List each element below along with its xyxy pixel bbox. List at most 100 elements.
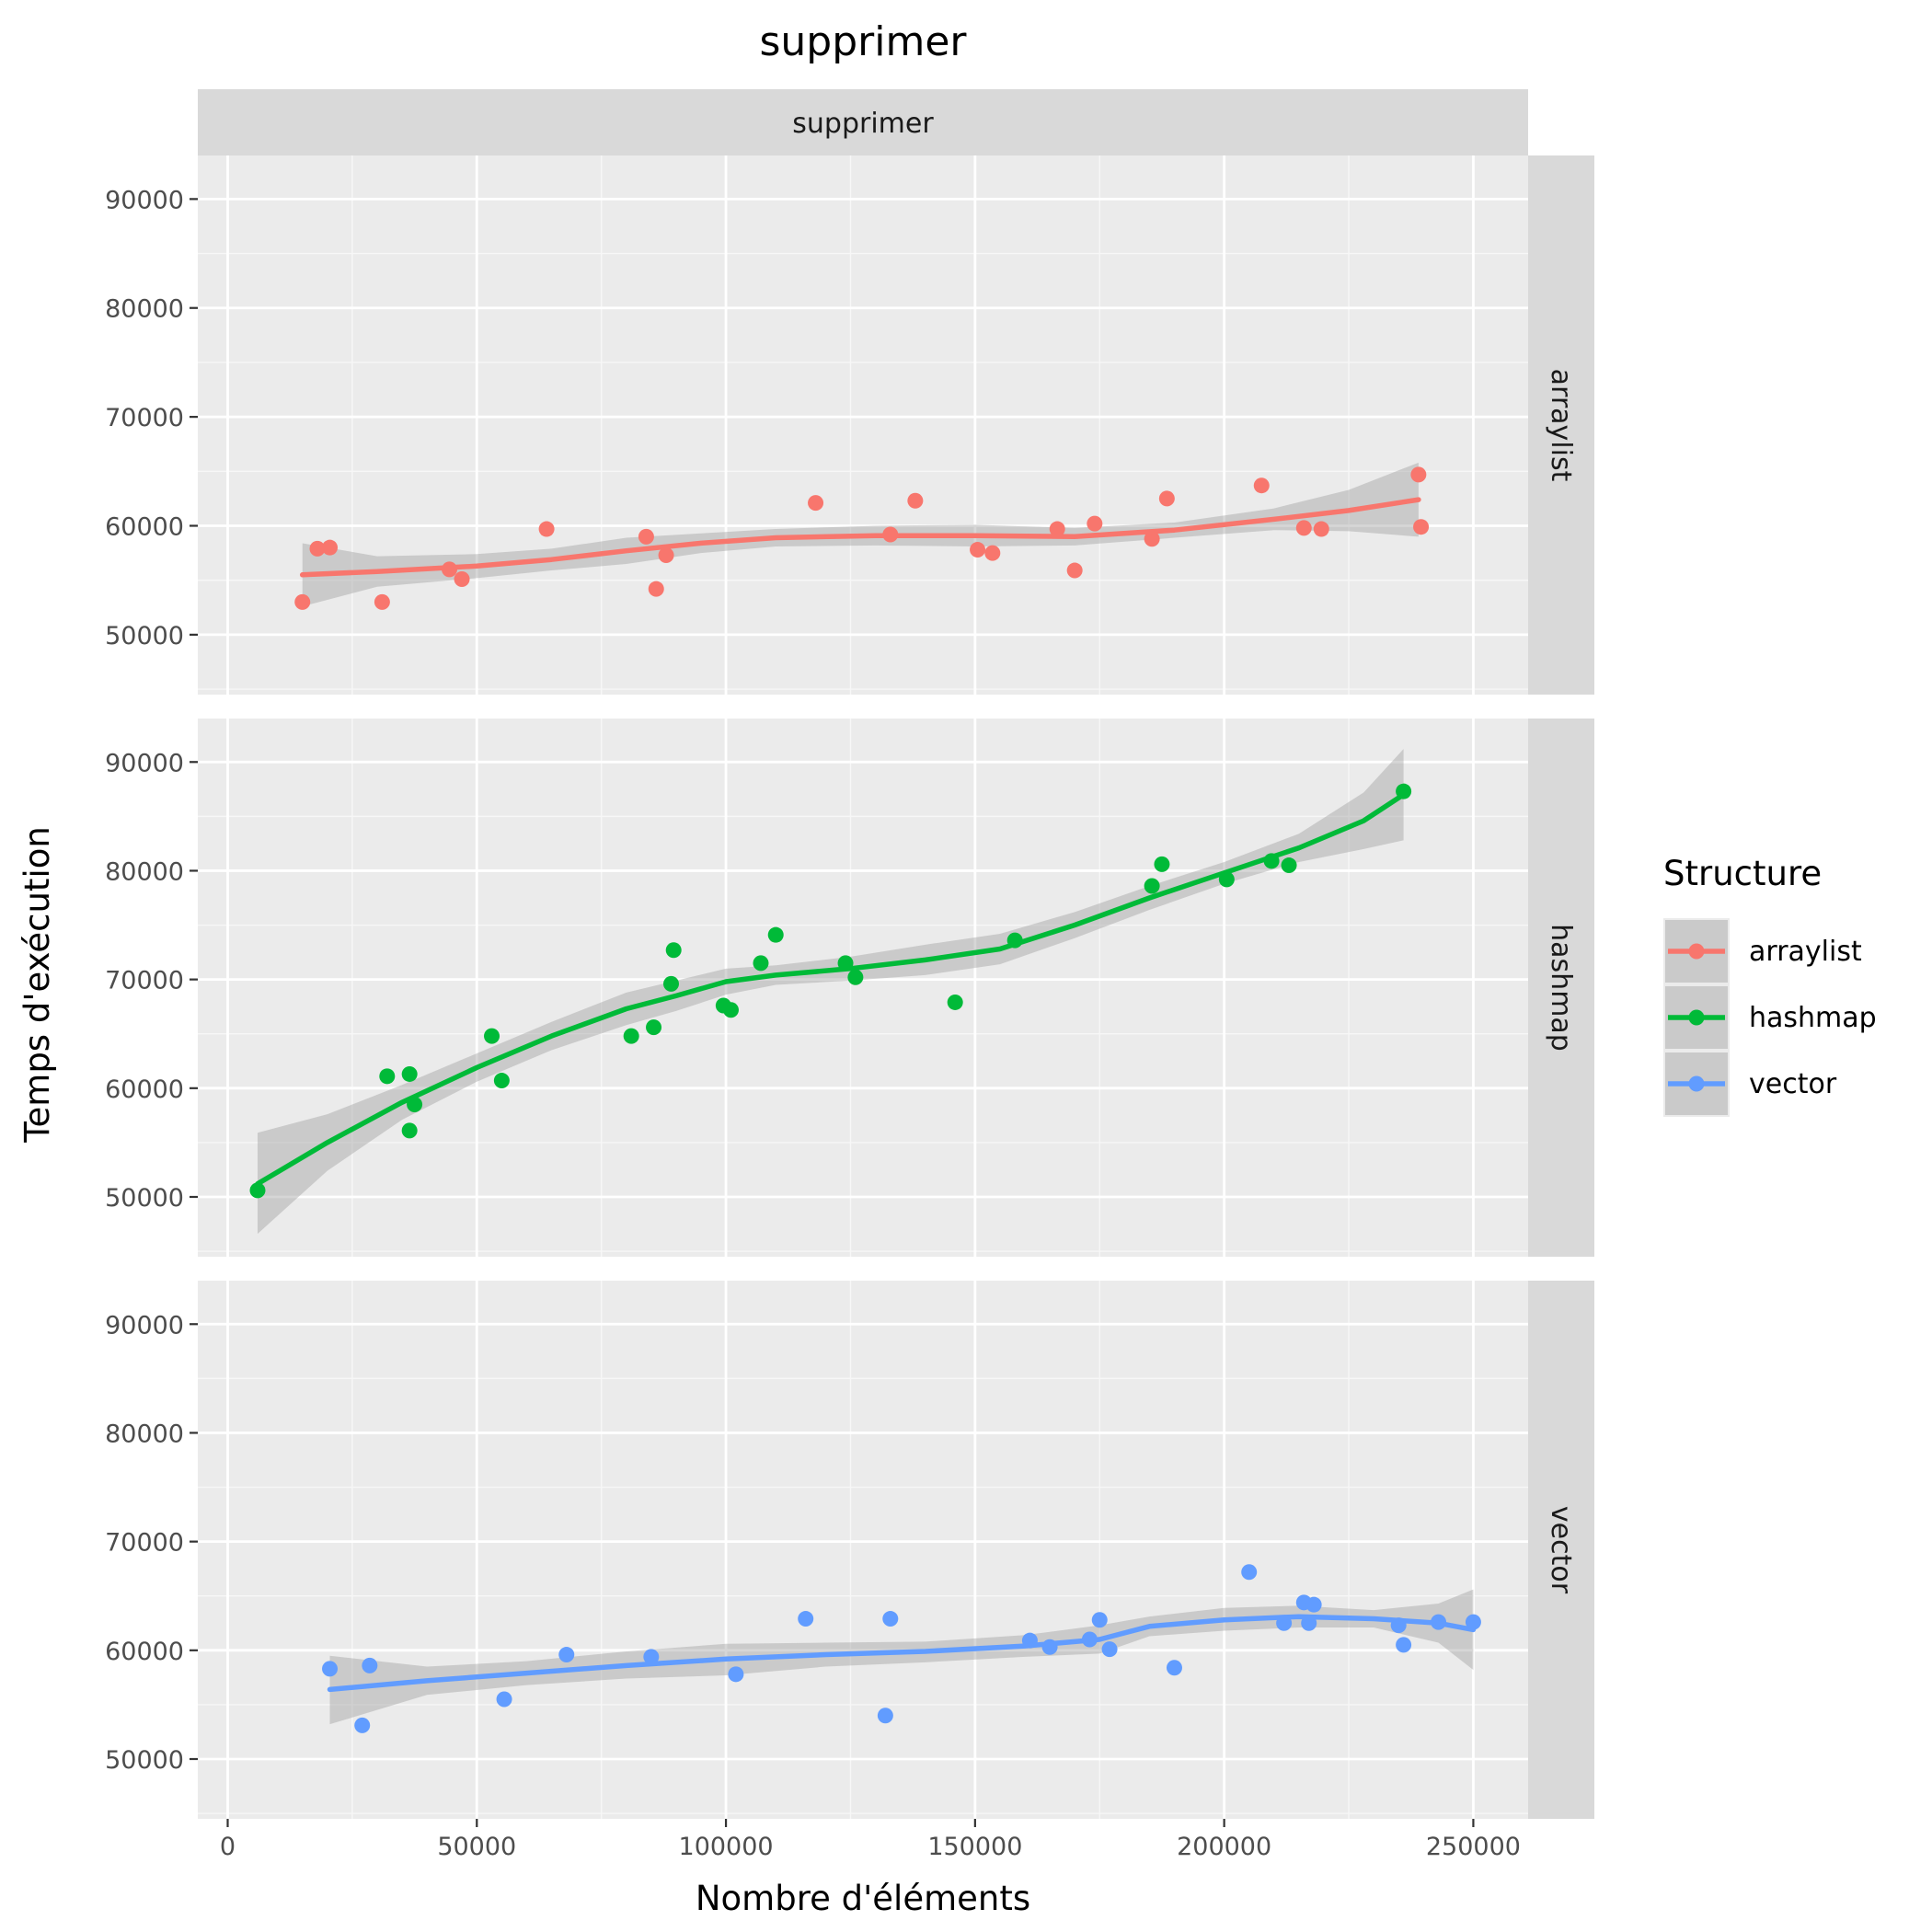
data-point-arraylist — [648, 581, 664, 597]
y-tick-label: 70000 — [105, 404, 184, 432]
data-point-hashmap — [722, 1002, 739, 1018]
data-point-arraylist — [538, 521, 555, 537]
data-point-vector — [1166, 1660, 1182, 1676]
data-point-hashmap — [249, 1182, 266, 1199]
facet-panel-vector: 50000 60000 70000 80000 90000 vector — [105, 1281, 1594, 1819]
data-point-arraylist — [1158, 490, 1175, 507]
data-point-hashmap — [662, 975, 679, 992]
legend-label: vector — [1749, 1068, 1837, 1100]
facet-strip-top — [198, 89, 1528, 155]
x-tick-label: 0 — [220, 1833, 236, 1861]
x-tick-label: 150000 — [927, 1833, 1022, 1861]
y-tick-label: 60000 — [105, 1638, 184, 1666]
data-point-arraylist — [1410, 466, 1427, 483]
data-point-arraylist — [1144, 531, 1160, 547]
facet-strip-label: hashmap — [1545, 924, 1577, 1052]
x-axis: 0 50000 100000 150000 200000 250000 — [220, 1819, 1521, 1861]
y-tick-label: 90000 — [105, 749, 184, 777]
facet-strip-top-label: supprimer — [792, 108, 934, 140]
data-point-arraylist — [808, 495, 824, 512]
data-point-arraylist — [1413, 519, 1430, 535]
data-point-vector — [496, 1691, 512, 1708]
data-point-arraylist — [454, 571, 470, 588]
data-point-hashmap — [401, 1122, 418, 1139]
legend-title: Structure — [1663, 854, 1822, 893]
data-point-vector — [1091, 1612, 1108, 1628]
x-tick-label: 200000 — [1177, 1833, 1271, 1861]
y-axis-title: Temps d'exécution — [17, 826, 57, 1144]
facet-strip-right — [1528, 719, 1594, 1257]
plot-title: supprimer — [759, 18, 967, 65]
data-point-vector — [362, 1657, 378, 1673]
y-tick-label: 50000 — [105, 1184, 184, 1213]
data-point-vector — [558, 1647, 575, 1663]
data-point-vector — [877, 1708, 893, 1724]
data-point-arraylist — [1295, 520, 1312, 536]
facet-strip-label: arraylist — [1545, 369, 1577, 482]
legend-item-hashmap: hashmap — [1663, 984, 1877, 1051]
legend-item-vector: vector — [1663, 1051, 1837, 1117]
data-point-arraylist — [322, 539, 339, 556]
data-point-vector — [1396, 1637, 1412, 1653]
x-axis-title: Nombre d'éléments — [696, 1879, 1030, 1918]
data-point-hashmap — [767, 926, 784, 943]
legend-label: arraylist — [1749, 936, 1862, 968]
data-point-arraylist — [309, 540, 326, 557]
facet-panel-arraylist: 50000 60000 70000 80000 90000 arraylist — [105, 155, 1594, 695]
legend: Structure arraylist hashmap vector — [1663, 854, 1877, 1117]
panel-background — [198, 719, 1528, 1257]
legend-key-point — [1688, 1009, 1705, 1026]
y-tick-label: 80000 — [105, 295, 184, 324]
legend-label: hashmap — [1749, 1002, 1877, 1034]
data-point-vector — [882, 1611, 899, 1627]
trend-line-hashmap — [255, 791, 1407, 1187]
data-point-hashmap — [1144, 878, 1160, 894]
data-point-arraylist — [658, 546, 674, 563]
data-point-arraylist — [1049, 521, 1065, 537]
data-point-arraylist — [638, 528, 654, 545]
data-point-arraylist — [984, 545, 1001, 561]
data-point-arraylist — [294, 593, 311, 610]
data-point-hashmap — [665, 942, 682, 959]
data-point-arraylist — [970, 542, 986, 558]
data-point-arraylist — [1087, 515, 1103, 532]
data-point-vector — [1305, 1596, 1322, 1613]
trend-line-vector — [327, 1614, 1477, 1693]
data-point-vector — [354, 1717, 371, 1733]
y-tick-label: 50000 — [105, 1746, 184, 1775]
y-tick-label: 60000 — [105, 513, 184, 542]
data-point-vector — [1241, 1564, 1258, 1581]
y-tick-label: 80000 — [105, 857, 184, 886]
data-point-hashmap — [493, 1073, 510, 1089]
data-point-arraylist — [1313, 521, 1329, 537]
data-point-hashmap — [623, 1028, 639, 1044]
data-point-hashmap — [484, 1028, 500, 1044]
data-point-vector — [1101, 1641, 1118, 1658]
data-point-vector — [322, 1661, 339, 1677]
data-point-vector — [643, 1649, 660, 1665]
legend-key-point — [1688, 1075, 1705, 1092]
data-point-vector — [798, 1611, 814, 1627]
trend-line-arraylist — [299, 497, 1421, 578]
data-point-arraylist — [907, 492, 924, 509]
data-point-hashmap — [1154, 856, 1170, 872]
panel-background — [198, 155, 1528, 695]
y-tick-label: 50000 — [105, 622, 184, 650]
y-tick-label: 60000 — [105, 1075, 184, 1104]
legend-item-arraylist: arraylist — [1663, 918, 1862, 984]
y-tick-label: 70000 — [105, 967, 184, 995]
facet-panels: 50000 60000 70000 80000 90000 arraylist 50000 6… — [105, 155, 1594, 1819]
x-tick-label: 250000 — [1426, 1833, 1521, 1861]
legend-key-point — [1688, 943, 1705, 960]
data-point-hashmap — [1281, 857, 1297, 874]
data-point-hashmap — [401, 1065, 418, 1082]
x-tick-label: 100000 — [679, 1833, 774, 1861]
facet-panel-hashmap: 50000 60000 70000 80000 90000 hashmap — [105, 719, 1594, 1257]
data-point-vector — [728, 1666, 744, 1683]
facet-strip-label: vector — [1545, 1506, 1577, 1594]
y-tick-label: 70000 — [105, 1529, 184, 1558]
data-point-arraylist — [374, 593, 390, 610]
data-point-hashmap — [753, 955, 769, 972]
facet-strip-right — [1528, 1281, 1594, 1819]
